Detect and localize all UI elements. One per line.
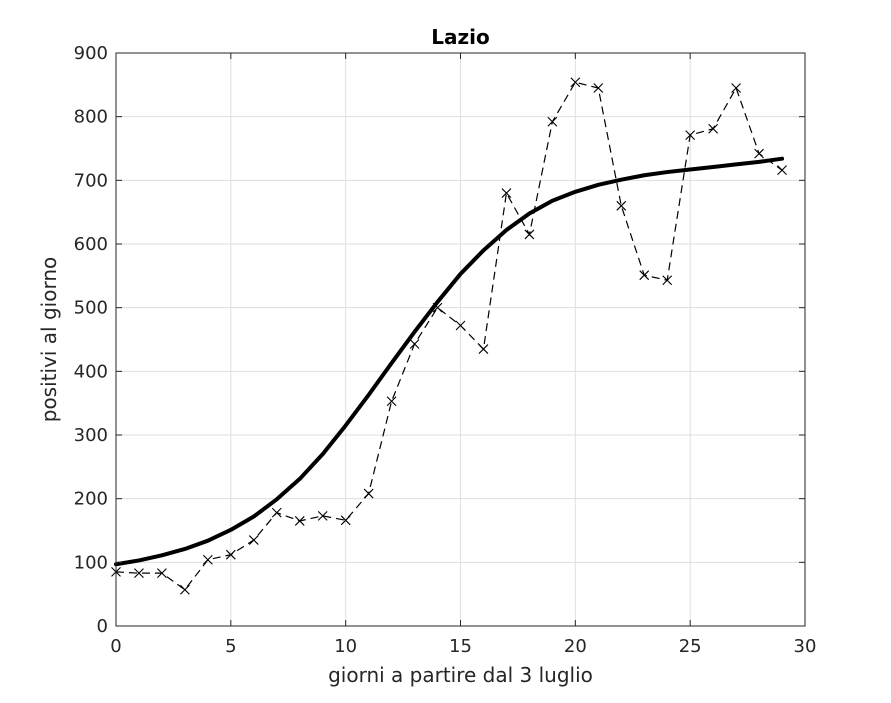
y-tick-label: 400 [74, 361, 108, 382]
observed-data-line [115, 81, 783, 591]
x-tick-label: 20 [564, 636, 587, 657]
y-tick-label: 600 [74, 234, 108, 255]
data-point-marker [386, 396, 397, 407]
y-tick-label: 700 [74, 170, 108, 191]
data-point-marker [754, 148, 764, 159]
data-point-marker [225, 549, 236, 560]
y-tick-label: 900 [74, 43, 108, 64]
data-point-marker [593, 83, 604, 93]
data-point-marker [524, 229, 535, 240]
x-tick-label: 25 [679, 636, 702, 657]
data-point-marker [317, 510, 328, 521]
data-point-marker [731, 83, 741, 93]
x-axis-label: giorni a partire dal 3 luglio [328, 663, 593, 687]
data-point-marker [455, 320, 466, 331]
data-point-marker [639, 270, 650, 281]
data-point-marker [570, 77, 581, 88]
x-tick-label: 10 [334, 636, 357, 657]
data-point-marker [271, 507, 282, 518]
y-tick-label: 800 [74, 107, 108, 128]
x-tick-label: 15 [449, 636, 472, 657]
data-point-marker [134, 568, 144, 579]
y-tick-label: 300 [74, 425, 108, 446]
x-tick-label: 0 [110, 636, 121, 657]
x-tick-label: 30 [794, 636, 817, 657]
data-point-marker [294, 516, 305, 526]
series-layer [111, 77, 787, 595]
chart-title: Lazio [431, 25, 489, 49]
data-point-marker [478, 344, 489, 354]
data-point-marker [157, 568, 167, 579]
data-point-marker [777, 165, 787, 176]
data-point-marker [547, 116, 558, 127]
y-tick-label: 500 [74, 298, 108, 319]
x-tick-label: 5 [225, 636, 236, 657]
y-tick-label: 200 [74, 489, 108, 510]
y-axis-label: positivi al giorno [37, 257, 61, 423]
data-point-marker [363, 488, 374, 499]
data-point-marker [685, 130, 696, 141]
data-point-marker [409, 339, 420, 349]
data-point-marker [180, 584, 190, 595]
data-point-marker [662, 275, 673, 286]
data-point-marker [202, 554, 213, 565]
data-point-marker [616, 200, 627, 211]
y-tick-label: 0 [97, 616, 108, 637]
data-point-marker [708, 123, 719, 134]
y-tick-label: 100 [74, 552, 108, 573]
fit-curve-line [114, 156, 785, 567]
data-point-marker [501, 188, 512, 198]
data-point-marker [340, 515, 351, 526]
data-point-marker [248, 535, 259, 545]
